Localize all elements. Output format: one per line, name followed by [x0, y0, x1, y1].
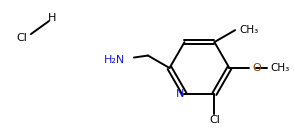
- Text: Cl: Cl: [209, 115, 220, 125]
- Text: O: O: [252, 63, 261, 73]
- Text: Cl: Cl: [16, 33, 27, 43]
- Text: H₂N: H₂N: [104, 55, 125, 64]
- Text: N: N: [176, 89, 185, 99]
- Text: H: H: [48, 13, 56, 23]
- Text: CH₃: CH₃: [239, 25, 258, 35]
- Text: CH₃: CH₃: [270, 63, 290, 73]
